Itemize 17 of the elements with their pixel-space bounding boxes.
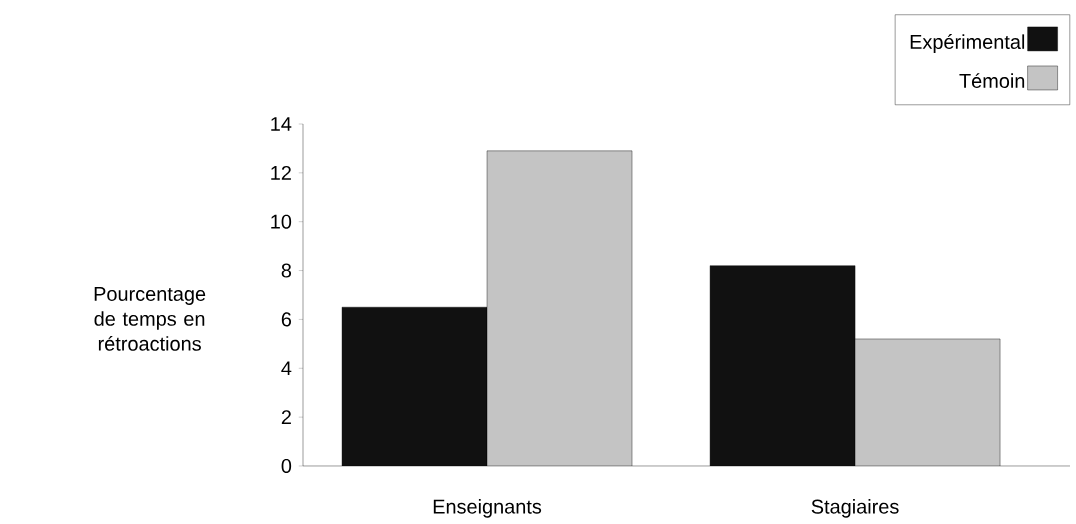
legend-label: Expérimental <box>910 34 1025 53</box>
bar <box>709 265 856 466</box>
y-tick-label: 0 <box>281 458 292 474</box>
x-tick-label: Enseignants <box>433 499 542 518</box>
bar <box>854 338 1001 466</box>
x-tick-label: Stagiaires <box>811 499 899 518</box>
y-axis-title: Pourcentage de temps en rétroactions <box>94 287 206 351</box>
bar <box>487 150 633 466</box>
y-tick-label: 10 <box>271 214 292 229</box>
y-tick-label: 4 <box>281 361 292 376</box>
y-tick-label: 2 <box>281 410 291 425</box>
bar <box>342 307 488 466</box>
y-tick-label: 8 <box>281 263 292 278</box>
legend-label: Témoin <box>959 73 1025 88</box>
y-tick-label: 14 <box>271 117 292 131</box>
y-tick-label: 6 <box>281 312 292 327</box>
y-tick-label: 12 <box>271 165 291 180</box>
